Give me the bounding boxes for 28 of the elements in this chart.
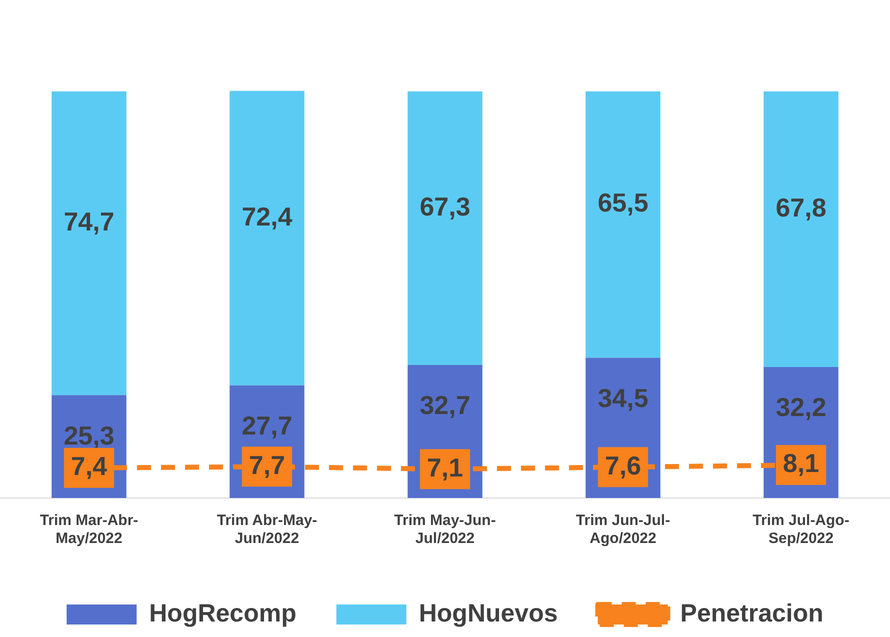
data-label: 32,7	[420, 390, 470, 420]
data-label: 7,4	[70, 451, 108, 482]
bar	[586, 91, 660, 358]
legend-label: HogRecomp	[149, 599, 296, 628]
x-tick-label: Trim Mar-Abr-May/2022	[40, 512, 138, 548]
data-label: 72,4	[242, 201, 293, 232]
data-label: 67,3	[420, 191, 470, 222]
data-label: 7,1	[426, 452, 464, 482]
legend-label: Penetracion	[680, 599, 824, 628]
bar	[52, 91, 126, 396]
data-label: 27,7	[242, 410, 292, 441]
bar	[230, 90, 304, 386]
x-tick-label: Trim Abr-May-Jun/2022	[216, 512, 318, 548]
bar	[764, 91, 838, 368]
data-label: 7,6	[604, 450, 642, 480]
legend-label: HogNuevos	[418, 599, 558, 628]
data-label: 74,7	[64, 206, 114, 236]
x-tick-label: Trim May-Jun-Jul/2022	[394, 512, 496, 548]
x-tick-label: Trim Jul-Ago-Sep/2022	[752, 512, 850, 548]
x-tick-label: Trim Jun-Jul-Ago/2022	[576, 512, 670, 548]
data-label: 25,3	[64, 420, 114, 450]
data-label: 32,2	[776, 392, 826, 422]
data-label: 34,5	[598, 382, 648, 413]
data-label: 65,5	[598, 188, 648, 218]
data-label: 67,8	[776, 192, 826, 222]
data-label: 7,7	[248, 450, 286, 480]
bar	[408, 91, 482, 366]
data-label: 8,1	[782, 448, 820, 478]
